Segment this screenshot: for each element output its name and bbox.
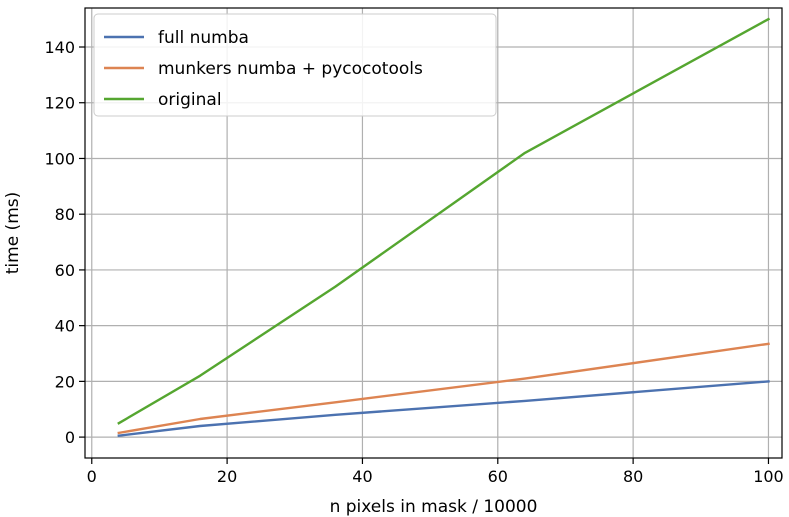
- legend-label: original: [158, 90, 222, 110]
- legend-label: munkers numba + pycocotools: [158, 59, 423, 79]
- y-tick-label: 40: [55, 317, 75, 336]
- axis-ticks: 0 20 40 60 80 100 0 20 40 60 80 100 120 140: [44, 38, 783, 486]
- series-layer: [117, 17, 771, 438]
- series-line-1: [117, 380, 770, 438]
- y-tick-label: 80: [55, 205, 75, 224]
- y-tick-label: 20: [55, 372, 75, 391]
- x-tick-label: 80: [623, 467, 643, 486]
- x-tick-label: 100: [753, 467, 784, 486]
- x-tick-label: 40: [352, 467, 372, 486]
- legend-label: full numba: [158, 28, 249, 48]
- y-axis-label: time (ms): [3, 192, 23, 275]
- x-tick-label: 20: [217, 467, 237, 486]
- legend: full numba munkers numba + pycocotools ori…: [93, 13, 497, 117]
- y-tick-label: 140: [44, 38, 75, 57]
- series-line-3: [117, 17, 771, 425]
- x-tick-label: 60: [488, 467, 508, 486]
- y-tick-label: 120: [44, 94, 75, 113]
- y-tick-label: 60: [55, 261, 75, 280]
- x-tick-label: 0: [87, 467, 97, 486]
- y-tick-label: 0: [65, 428, 75, 447]
- plot-frame: [84, 7, 783, 459]
- legend-box: [93, 13, 497, 117]
- series-line-2: [117, 342, 770, 435]
- y-tick-label: 100: [44, 149, 75, 168]
- x-axis-label: n pixels in mask / 10000: [330, 497, 538, 517]
